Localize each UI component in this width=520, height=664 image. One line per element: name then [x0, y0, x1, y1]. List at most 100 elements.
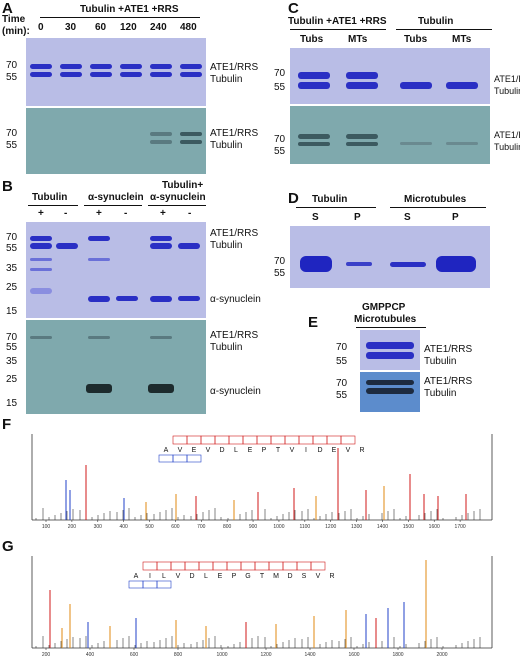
panel-b-label-asyn-b: α-synuclein: [210, 386, 261, 397]
x-tick-label: 1600: [429, 524, 440, 530]
x-tick-label: 100: [42, 524, 51, 530]
panel-b-sign-2: -: [64, 208, 68, 219]
gel-band: [346, 142, 378, 146]
panel-g-ms-spectrum: A I L V D L E P G T M D S V R 200 400 600 800 1000 1200 1400…: [31, 556, 493, 658]
b-ion-box: [158, 454, 174, 463]
gel-band: [180, 72, 202, 77]
gel-band: [180, 64, 202, 69]
panel-c-line-right: [396, 29, 492, 30]
gel-band: [400, 82, 432, 89]
panel-c-mw-55-b: 55: [274, 146, 286, 157]
gel-band: [30, 72, 52, 77]
sequence-residue: G: [245, 573, 250, 580]
panel-b-mw-15: 15: [6, 306, 18, 317]
x-tick-label: 1600: [348, 652, 359, 658]
gel-band: [88, 296, 110, 302]
gel-band: [30, 288, 52, 294]
sequence-residue: D: [317, 447, 322, 454]
gel-band: [150, 140, 172, 144]
panel-e-label-tubulin: Tubulin: [424, 356, 457, 367]
y-ion-box: [212, 561, 228, 571]
panel-a-time-0: 0: [38, 22, 44, 33]
x-tick-label: 700: [197, 524, 206, 530]
x-tick-label: 800: [223, 524, 232, 530]
sequence-residue: V: [176, 573, 181, 580]
x-tick-label: 1400: [377, 524, 388, 530]
panel-a-header-line: [40, 17, 200, 18]
sequence-residue: P: [262, 447, 267, 454]
panel-e-title-1: GMPPCP: [362, 302, 406, 313]
gel-band: [150, 243, 172, 249]
gel-band: [180, 132, 202, 136]
y-ion-box: [142, 561, 158, 571]
panel-d-lane-3: S: [404, 212, 411, 223]
panel-b-sign-6: -: [188, 208, 192, 219]
x-tick-label: 1200: [260, 652, 271, 658]
y-ion-box: [198, 561, 214, 571]
panel-c-fluorescence-gel: [290, 106, 490, 164]
panel-b-group-tub-plus: Tubulin+: [162, 180, 204, 191]
panel-c-lane-1: Tubs: [300, 34, 324, 45]
gel-band: [30, 258, 52, 261]
gel-band: [148, 384, 174, 393]
y-ion-box: [156, 561, 172, 571]
panel-b-mw-25-b: 25: [6, 374, 18, 385]
sequence-residue: E: [192, 447, 197, 454]
gel-band: [298, 134, 330, 139]
panel-a-time-30: 30: [65, 22, 77, 33]
gel-band: [116, 296, 138, 301]
y-ion-box: [172, 435, 188, 445]
sequence-residue: D: [219, 447, 224, 454]
x-tick-label: 200: [68, 524, 77, 530]
panel-b-letter: B: [2, 178, 13, 195]
gel-band: [150, 132, 172, 136]
gel-band: [346, 72, 378, 79]
panel-a-time-240: 240: [150, 22, 167, 33]
x-tick-label: 400: [119, 524, 128, 530]
panel-a-time-60: 60: [95, 22, 107, 33]
panel-e-mw-70: 70: [336, 342, 348, 353]
gel-band: [30, 64, 52, 69]
panel-c-line-left: [290, 29, 386, 30]
panel-b-label-ate1: ATE1/RRS: [210, 228, 259, 239]
panel-b-sign-1: +: [38, 208, 44, 219]
gel-band: [30, 236, 52, 241]
x-tick-label: 600: [171, 524, 180, 530]
sequence-residue: R: [329, 573, 334, 580]
panel-d-mw-55: 55: [274, 268, 286, 279]
y-ion-box: [184, 561, 200, 571]
b-ion-box: [172, 454, 188, 463]
panel-b-mw-35: 35: [6, 263, 18, 274]
gel-band: [60, 64, 82, 69]
gel-band: [88, 258, 110, 261]
gel-band: [90, 72, 112, 77]
panel-b-mw-25: 25: [6, 282, 18, 293]
panel-a-coomassie-gel: [26, 38, 206, 106]
x-tick-label: 300: [94, 524, 103, 530]
sequence-residue: V: [346, 447, 351, 454]
gel-band: [56, 243, 78, 249]
y-ion-box: [296, 561, 312, 571]
panel-b-label-ate1-b: ATE1/RRS: [210, 330, 259, 341]
panel-e-label-ate1-b: ATE1/RRS: [424, 376, 473, 387]
x-tick-label: 500: [145, 524, 154, 530]
sequence-residue: V: [178, 447, 183, 454]
panel-c-header-right: Tubulin: [418, 16, 454, 27]
panel-b-sign-5: +: [160, 208, 166, 219]
panel-e-mw-55-b: 55: [336, 390, 348, 401]
y-ion-box: [310, 561, 326, 571]
panel-d-letter: D: [288, 190, 299, 207]
gel-band: [346, 262, 372, 266]
sequence-residue: I: [305, 447, 307, 454]
x-tick-label: 200: [42, 652, 51, 658]
panel-a-mw-55: 55: [6, 72, 18, 83]
gel-band: [90, 64, 112, 69]
panel-c-mw-70-b: 70: [274, 134, 286, 145]
gel-band: [366, 342, 414, 349]
panel-d-header-left: Tubulin: [312, 194, 348, 205]
gel-band: [30, 268, 52, 271]
gel-band: [150, 72, 172, 77]
x-tick-label: 600: [130, 652, 139, 658]
gel-band: [150, 236, 172, 241]
panel-b-group-tubulin: Tubulin: [32, 192, 68, 203]
